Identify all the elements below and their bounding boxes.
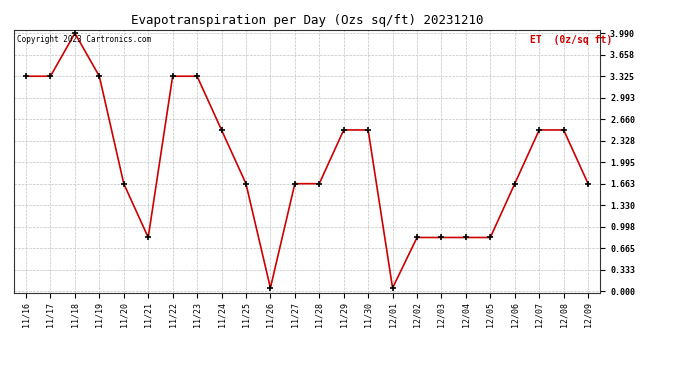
Text: ET  (0z/sq ft): ET (0z/sq ft) xyxy=(530,35,612,45)
Title: Evapotranspiration per Day (Ozs sq/ft) 20231210: Evapotranspiration per Day (Ozs sq/ft) 2… xyxy=(131,15,483,27)
Text: Copyright 2023 Cartronics.com: Copyright 2023 Cartronics.com xyxy=(17,35,151,44)
